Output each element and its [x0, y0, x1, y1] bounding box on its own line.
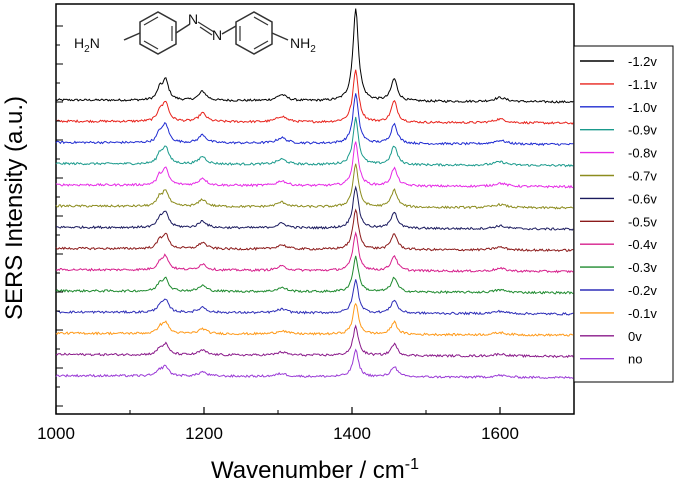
series-line--0.4v: [55, 231, 574, 274]
legend-label: -1.2v: [628, 54, 657, 69]
x-axis-ticks: 1000 1200 1400 1600: [37, 407, 519, 443]
series-line--0.1v: [55, 302, 574, 337]
series-line--0.3v: [55, 255, 574, 295]
series-line--1.1v: [55, 69, 574, 125]
legend-label: -0.9v: [628, 123, 657, 138]
x-axis-title-superscript: -1: [405, 456, 419, 473]
x-axis-title: Wavenumber / cm-1: [211, 456, 419, 484]
legend-label: -0.2v: [628, 283, 657, 298]
ring-right-double-3: [253, 40, 269, 50]
legend-label: -0.1v: [628, 306, 657, 321]
plot-frame: [55, 3, 575, 415]
bond-ring-n-right: [221, 25, 237, 35]
legend-label: no: [628, 352, 642, 367]
series-line--1.0v: [55, 93, 574, 147]
series-line--0.6v: [55, 185, 574, 231]
molecule-structure: H2N N N NH2: [74, 11, 316, 55]
x-tick-label: 1000: [37, 424, 75, 443]
series-line-no: [55, 348, 574, 380]
legend-label: 0v: [628, 329, 642, 344]
x-tick-label: 1400: [333, 424, 371, 443]
bond-nh2-left: [123, 32, 141, 41]
series-line--1.2v: [55, 8, 574, 104]
ring-left-double-3: [143, 40, 159, 50]
legend-label: -0.3v: [628, 260, 657, 275]
x-tick-label: 1600: [481, 424, 519, 443]
legend-label: -0.8v: [628, 146, 657, 161]
benzene-ring-left: [139, 11, 177, 55]
benzene-ring-right: [235, 11, 273, 55]
series-line--0.9v: [55, 116, 574, 168]
x-tick-label: 1200: [185, 424, 223, 443]
legend-label: -1.0v: [628, 100, 657, 115]
y-axis-title: SERS Intensity (a.u.): [1, 96, 28, 320]
legend-box: [573, 45, 674, 383]
legend-label: -0.4v: [628, 237, 657, 252]
series-line--0.5v: [55, 208, 574, 253]
legend-label: -0.5v: [628, 214, 657, 229]
azo-double-bond-a: [197, 21, 215, 33]
azo-n1: N: [188, 11, 198, 27]
y-axis-ticks: [56, 25, 63, 407]
molecule-left-group: H2N: [74, 35, 100, 55]
legend: -1.2v -1.1v -1.0v -0.9v -0.8v -0.7v -0.6v -0.5v…: [573, 45, 674, 383]
azo-n2: N: [212, 27, 222, 43]
series-line--0.8v: [55, 141, 574, 189]
series-line--0.7v: [55, 163, 574, 210]
legend-label: -0.6v: [628, 191, 657, 206]
series-line-0v: [55, 324, 574, 359]
series-line--0.2v: [55, 279, 574, 316]
x-axis-title-main: Wavenumber / cm: [211, 457, 405, 484]
bond-nh2-right: [271, 32, 289, 41]
ring-left-double-1: [143, 16, 159, 26]
series-lines: [55, 8, 574, 380]
legend-label: -0.7v: [628, 169, 657, 184]
ring-right-double-1: [253, 16, 269, 26]
molecule-right-group: NH2: [290, 35, 316, 55]
legend-label: -1.1v: [628, 77, 657, 92]
azo-double-bond-b: [199, 26, 213, 36]
bond-ring-n-left: [175, 23, 191, 34]
